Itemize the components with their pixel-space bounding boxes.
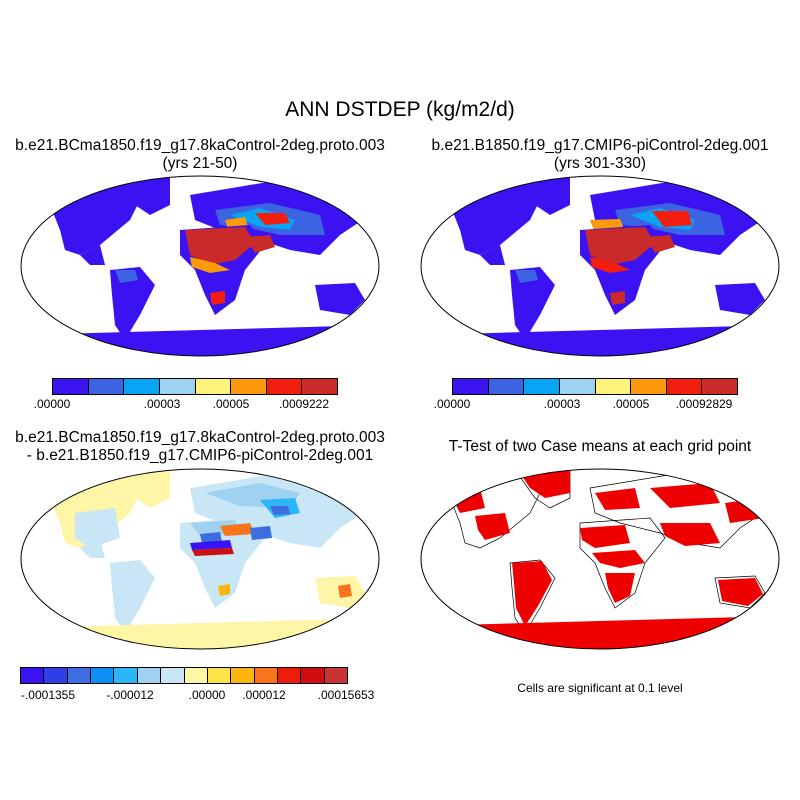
cbar3-swatch <box>231 668 255 683</box>
cbar1-swatch <box>124 379 160 394</box>
cbar3-swatch <box>324 668 348 683</box>
cbar2-label: .00005 <box>612 397 650 411</box>
panel1-title-line2: (yrs 21-50) <box>162 155 238 172</box>
cbar3-label: .00015653 <box>317 688 375 702</box>
main-title: ANN DSTDEP (kg/m2/d) <box>285 98 515 121</box>
panel3-title-line2: - b.e21.B1850.f19_g17.CMIP6-piControl-2d… <box>26 447 374 464</box>
significance-note: Cells are significant at 0.1 level <box>517 681 683 695</box>
cbar2-swatch <box>524 379 560 394</box>
panel2-title: b.e21.B1850.f19_g17.CMIP6-piControl-2deg… <box>400 137 800 173</box>
cbar1-swatch <box>88 379 125 394</box>
cbar1-swatch <box>159 379 196 394</box>
panel4-title: T-Test of two Case means at each grid po… <box>400 438 800 456</box>
panel1-map <box>20 175 380 357</box>
cbar1-swatch <box>231 379 267 394</box>
panel2-colorbar <box>452 378 738 395</box>
cbar2-label: .00092829 <box>675 397 733 411</box>
cbar3-swatch <box>184 668 208 683</box>
cbar3-swatch <box>67 668 92 683</box>
cbar3-label: .000012 <box>242 688 286 702</box>
panel3-map <box>20 468 380 650</box>
cbar2-swatch <box>559 379 596 394</box>
panel1-title-line1: b.e21.BCma1850.f19_g17.8kaControl-2deg.p… <box>15 137 385 154</box>
cbar2-swatch <box>488 379 525 394</box>
cbar1-swatch <box>302 379 337 394</box>
panel1-title: b.e21.BCma1850.f19_g17.8kaControl-2deg.p… <box>0 137 400 173</box>
cbar1-swatch <box>266 379 303 394</box>
panel2-title-line1: b.e21.B1850.f19_g17.CMIP6-piControl-2deg… <box>431 137 769 154</box>
cbar3-label: .00000 <box>188 688 226 702</box>
panel3-title: b.e21.BCma1850.f19_g17.8kaControl-2deg.p… <box>0 429 400 465</box>
cbar3-swatch <box>114 668 138 683</box>
cbar3-swatch <box>91 668 115 683</box>
cbar1-swatch <box>195 379 232 394</box>
cbar3-swatch <box>137 668 162 683</box>
cbar3-label: -.0001355 <box>20 688 76 702</box>
panel2-title-line2: (yrs 301-330) <box>553 155 647 172</box>
cbar3-swatch <box>301 668 325 683</box>
cbar1-label: .00000 <box>33 397 71 411</box>
panel3-title-line1: b.e21.BCma1850.f19_g17.8kaControl-2deg.p… <box>15 429 385 446</box>
cbar3-label: -.000012 <box>106 688 154 702</box>
cbar3-swatch <box>161 668 185 683</box>
cbar3-swatch <box>254 668 278 683</box>
cbar2-swatch <box>666 379 703 394</box>
cbar3-swatch <box>21 668 45 683</box>
cbar3-swatch <box>44 668 68 683</box>
cbar2-swatch <box>453 379 489 394</box>
cbar3-swatch <box>207 668 232 683</box>
panel4-title-line1: T-Test of two Case means at each grid po… <box>448 438 752 455</box>
panel1-colorbar <box>52 378 338 395</box>
cbar1-label: .0009222 <box>278 397 330 411</box>
cbar2-swatch <box>631 379 667 394</box>
cbar1-swatch <box>53 379 89 394</box>
cbar2-swatch <box>595 379 632 394</box>
cbar1-label: .00003 <box>143 397 181 411</box>
panel4-map <box>420 468 780 650</box>
cbar2-label: .00003 <box>543 397 581 411</box>
cbar1-label: .00005 <box>212 397 250 411</box>
cbar2-label: .00000 <box>433 397 471 411</box>
panel2-map <box>420 175 780 357</box>
cbar3-swatch <box>277 668 302 683</box>
panel3-colorbar <box>20 667 348 684</box>
cbar2-swatch <box>702 379 737 394</box>
